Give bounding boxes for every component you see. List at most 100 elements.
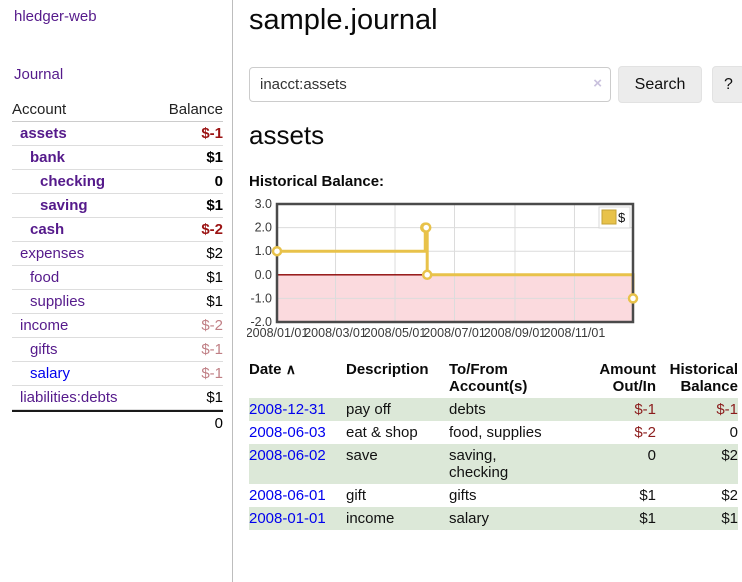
svg-text:-2.0: -2.0: [250, 315, 272, 329]
account-heading: assets: [249, 120, 325, 150]
account-link[interactable]: income: [20, 317, 69, 334]
svg-text:2008/03/01: 2008/03/01: [304, 326, 367, 340]
account-balance: $1: [206, 269, 223, 286]
column-header-date: Date ∧: [249, 358, 346, 398]
total-balance: 0: [214, 415, 223, 432]
account-link[interactable]: saving: [40, 197, 88, 214]
accounts-cell: saving, checking: [449, 447, 509, 481]
account-link[interactable]: bank: [30, 149, 66, 166]
register-row: 2008-06-03 eat & shop food, supplies $-2 0: [249, 421, 738, 444]
svg-text:2.0: 2.0: [255, 221, 272, 235]
account-row: salary $-1: [12, 362, 223, 386]
account-balance: $1: [206, 197, 223, 214]
description-cell: pay off: [346, 401, 391, 418]
svg-text:2008/05/01: 2008/05/01: [364, 326, 427, 340]
description-cell: income: [346, 510, 395, 527]
account-link[interactable]: salary: [30, 365, 71, 382]
sidebar: hledger-web Journal Account Balance asse…: [0, 0, 233, 582]
balance-cell: 0: [729, 424, 738, 441]
date-cell: 2008-12-31: [249, 398, 346, 421]
transaction-date-link[interactable]: 2008-06-02: [249, 447, 326, 464]
account-link[interactable]: gifts: [30, 341, 58, 358]
account-link[interactable]: checking: [40, 173, 106, 190]
sort-ascending-icon: ∧: [285, 361, 296, 377]
historical-balance-chart[interactable]: $3.0 2.0 1.0 0.0 -1.0 -2.0 2008/01/01 2008/03/0…: [246, 196, 639, 347]
accounts-cell: food, supplies: [449, 424, 542, 441]
svg-text:0.0: 0.0: [255, 268, 272, 282]
account-balance: $-2: [201, 221, 223, 238]
account-balance: $1: [206, 293, 223, 310]
search-button[interactable]: Search: [618, 66, 702, 103]
account-link[interactable]: expenses: [20, 245, 85, 262]
svg-text:-1.0: -1.0: [250, 291, 272, 305]
accounts-cell: debts: [449, 401, 486, 418]
account-balance: $-2: [201, 317, 223, 334]
register-table-body: 2008-12-31 pay off debts $-1 $-1 2008-06-03 ea…: [249, 398, 738, 530]
search-bar: × Search ?: [249, 66, 742, 103]
search-box: ×: [249, 67, 611, 102]
date-cell: 2008-01-01: [249, 507, 346, 530]
account-row: gifts $-1: [12, 338, 223, 362]
amount-cell: 0: [647, 447, 656, 464]
transaction-date-link[interactable]: 2008-06-03: [249, 424, 326, 441]
account-row: cash $-2: [12, 218, 223, 242]
register-row: 2008-01-01 income salary $1 $1: [249, 507, 738, 530]
accounts-cell: gifts: [449, 487, 477, 504]
account-row: liabilities:debts $1: [12, 386, 223, 410]
amount-cell: $1: [639, 487, 656, 504]
account-column-header: Account: [12, 101, 67, 118]
account-balance: $1: [206, 149, 223, 166]
account-balance: 0: [214, 173, 223, 190]
account-row: checking 0: [12, 170, 223, 194]
amount-cell: $-2: [634, 424, 656, 441]
account-balance: $1: [206, 389, 223, 406]
transaction-date-link[interactable]: 2008-01-01: [249, 510, 326, 527]
transaction-date-link[interactable]: 2008-06-01: [249, 487, 326, 504]
account-balance: $2: [206, 245, 223, 262]
svg-text:2008/07/01: 2008/07/01: [423, 326, 486, 340]
account-link[interactable]: assets: [20, 125, 67, 142]
date-cell: 2008-06-01: [249, 484, 346, 507]
account-row: supplies $1: [12, 290, 223, 314]
account-row: saving $1: [12, 194, 223, 218]
app-brand-link[interactable]: hledger-web: [14, 8, 97, 25]
account-row: food $1: [12, 266, 223, 290]
date-header-label: Date: [249, 361, 282, 378]
account-row: assets $-1: [12, 122, 223, 146]
clear-search-icon[interactable]: ×: [593, 75, 602, 92]
account-tree-header: Account Balance: [12, 100, 223, 122]
svg-text:$: $: [618, 210, 626, 225]
account-link[interactable]: food: [30, 269, 60, 286]
account-balance: $-1: [201, 125, 223, 142]
account-row: income $-2: [12, 314, 223, 338]
column-header-description: Description: [346, 361, 429, 378]
register-row: 2008-06-01 gift gifts $1 $2: [249, 484, 738, 507]
register-row: 2008-12-31 pay off debts $-1 $-1: [249, 398, 738, 421]
sidebar-item-journal[interactable]: Journal: [14, 66, 64, 83]
register-table: Date ∧ Description To/From Account(s) Am…: [249, 358, 738, 530]
svg-text:3.0: 3.0: [255, 197, 272, 211]
balance-cell: $-1: [716, 401, 738, 418]
chart-heading: Historical Balance:: [249, 173, 385, 190]
column-header-amount: Amount Out/In: [599, 361, 656, 395]
transaction-date-link[interactable]: 2008-12-31: [249, 401, 326, 418]
date-cell: 2008-06-03: [249, 421, 346, 444]
account-link[interactable]: liabilities:debts: [20, 389, 118, 406]
svg-text:2008/09/01: 2008/09/01: [484, 326, 547, 340]
amount-cell: $-1: [634, 401, 656, 418]
account-balance: $-1: [201, 365, 223, 382]
account-rows: assets $-1 bank $1 checking 0 saving $1 cash $-2 e…: [12, 122, 223, 410]
page-title: sample.journal: [249, 4, 438, 36]
account-row: bank $1: [12, 146, 223, 170]
column-header-balance: Historical Balance: [669, 361, 738, 395]
svg-text:2008/01/01: 2008/01/01: [247, 326, 308, 340]
account-link[interactable]: cash: [30, 221, 65, 238]
date-cell: 2008-06-02: [249, 444, 346, 484]
account-row: expenses $2: [12, 242, 223, 266]
help-button[interactable]: ?: [712, 66, 742, 103]
search-input[interactable]: [249, 67, 611, 102]
account-link[interactable]: supplies: [30, 293, 86, 310]
balance-cell: $2: [721, 487, 738, 504]
account-total-row: 0: [12, 410, 223, 434]
balance-cell: $2: [721, 447, 738, 464]
